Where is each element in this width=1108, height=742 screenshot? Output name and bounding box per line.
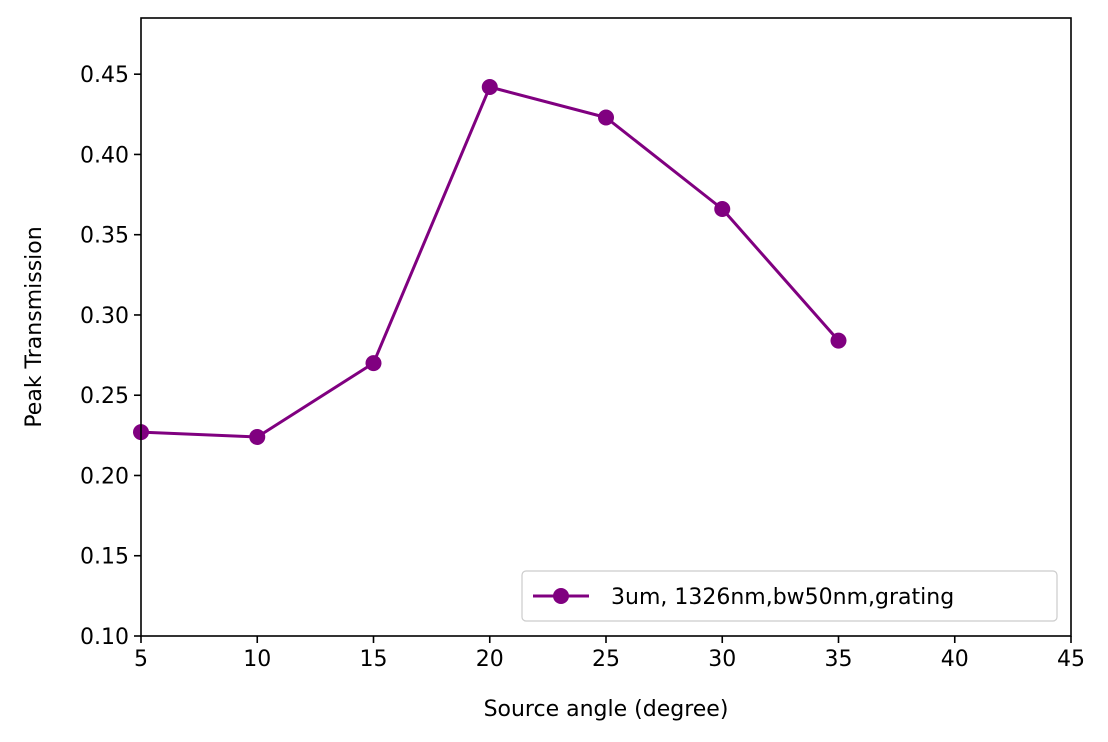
- y-axis-label: Peak Transmission: [22, 226, 47, 427]
- x-tick-label: 10: [243, 647, 271, 672]
- y-tick-label: 0.40: [80, 143, 129, 168]
- x-tick-label: 40: [941, 647, 969, 672]
- x-tick-label: 15: [360, 647, 388, 672]
- x-tick-label: 5: [134, 647, 148, 672]
- y-tick-label: 0.10: [80, 625, 129, 650]
- legend-box: [521, 570, 1058, 622]
- data-point: [481, 79, 498, 96]
- y-tick-label: 0.35: [80, 224, 129, 249]
- plot-content: [133, 79, 847, 445]
- y-tick-label: 0.15: [80, 545, 129, 570]
- data-point: [365, 355, 382, 372]
- x-axis-label: Source angle (degree): [484, 697, 729, 722]
- y-tick-label: 0.45: [80, 63, 129, 88]
- y-tick-label: 0.25: [80, 384, 129, 409]
- data-point: [830, 332, 847, 349]
- y-axis: 0.10 0.15 0.20 0.25 0.30 0.35 0.40 0.45: [80, 63, 141, 650]
- data-point: [714, 201, 731, 218]
- x-tick-label: 45: [1057, 647, 1085, 672]
- x-tick-label: 35: [825, 647, 853, 672]
- x-axis: 5 10 15 20 25 30 35 40 45: [134, 636, 1085, 672]
- y-tick-label: 0.30: [80, 304, 129, 329]
- x-tick-label: 20: [476, 647, 504, 672]
- x-tick-label: 25: [592, 647, 620, 672]
- x-tick-label: 30: [708, 647, 736, 672]
- y-tick-label: 0.20: [80, 464, 129, 489]
- legend-label: 3um, 1326nm,bw50nm,grating: [611, 585, 954, 610]
- data-point: [598, 109, 614, 126]
- legend-marker: [553, 588, 569, 604]
- legend: 3um, 1326nm,bw50nm,grating: [521, 570, 1058, 622]
- data-point: [249, 428, 266, 445]
